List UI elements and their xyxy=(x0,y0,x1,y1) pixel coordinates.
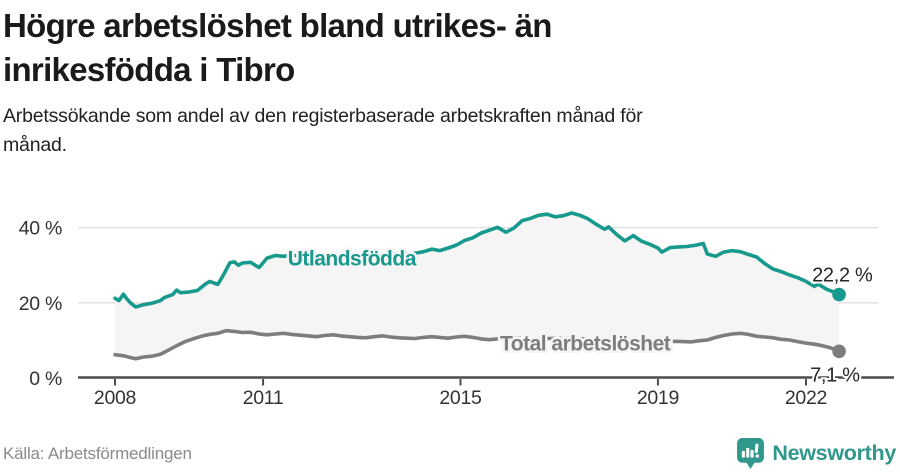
y-tick-label-40: 40 % xyxy=(19,218,62,240)
chart-subtitle-line-2: månad. xyxy=(3,134,67,156)
chart-subtitle-line-1: Arbetssökande som andel av den registerb… xyxy=(3,105,643,127)
source-label: Källa: Arbetsförmedlingen xyxy=(3,444,192,463)
page-title: Högre arbetslöshet bland utrikes- än inr… xyxy=(3,4,552,92)
series-label-utlandsf-dda: Utlandsfödda xyxy=(288,247,417,270)
x-tick-label-2019: 2019 xyxy=(637,387,679,409)
end-value-label-utlandsf-dda: 22,2 % xyxy=(812,265,873,287)
end-dot-total-arbetsl-shet xyxy=(832,344,846,359)
newsworthy-logo: Newsworthy xyxy=(737,438,896,469)
y-tick-label-20: 20 % xyxy=(19,293,62,315)
page-title-line-2: inrikesfödda i Tibro xyxy=(3,51,295,88)
y-tick-label-0: 0 % xyxy=(29,368,62,390)
page-title-line-1: Högre arbetslöshet bland utrikes- än xyxy=(3,7,552,44)
newsworthy-chart-bubble-icon xyxy=(737,438,765,469)
x-tick-label-2022: 2022 xyxy=(785,387,827,409)
x-tick-label-2015: 2015 xyxy=(439,387,482,409)
x-tick-label-2008: 2008 xyxy=(94,387,136,409)
end-dot-utlandsf-dda xyxy=(832,287,846,302)
series-line-total-arbetsl-shet xyxy=(113,328,841,361)
x-tick-label-2011: 2011 xyxy=(243,387,284,409)
series-label-total-arbetsl-shet: Total arbetslöshet xyxy=(500,333,671,356)
chart-subtitle: Arbetssökande som andel av den registerb… xyxy=(3,102,643,160)
brand-name: Newsworthy xyxy=(772,441,896,465)
series-line-utlandsf-dda xyxy=(113,211,841,309)
end-value-label-total-arbetsl-shet: 7,1 % xyxy=(810,364,860,386)
